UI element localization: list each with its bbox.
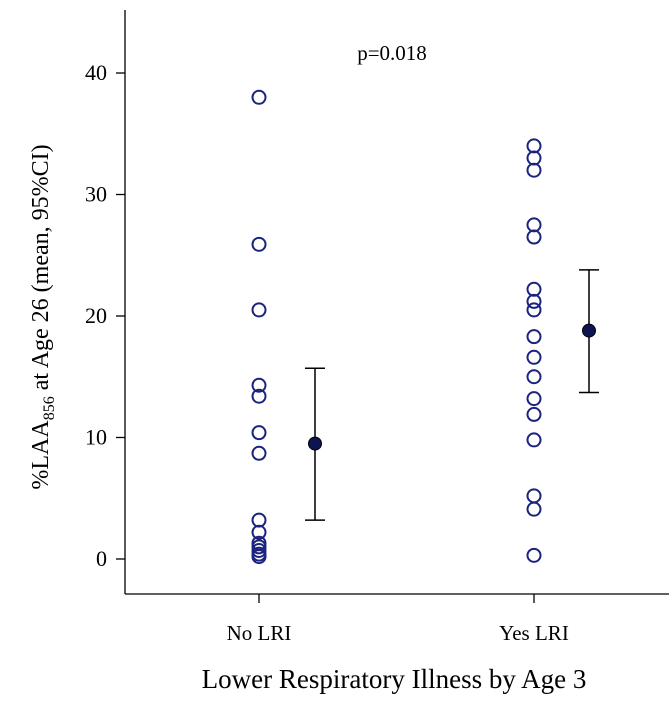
data-point [526,229,542,245]
data-point [251,377,267,393]
data-points [251,89,542,565]
data-point [526,302,542,318]
data-point [526,391,542,407]
data-point [251,524,267,540]
data-point [526,293,542,309]
data-point [526,349,542,365]
y-axis-title: %LAA856 at Age 26 (mean, 95%CI) [28,144,58,489]
data-point [526,217,542,233]
y-axis-title-subscript: 856 [41,396,58,420]
data-point [526,369,542,385]
y-axis-title-suffix: at Age 26 (mean, 95%CI) [28,144,54,396]
mean-marker [582,323,596,338]
x-axis-title: Lower Respiratory Illness by Age 3 [202,664,587,694]
y-tick-label: 10 [85,425,107,450]
data-point [526,329,542,345]
data-point [526,281,542,297]
p-value-annotation: p=0.018 [357,41,427,65]
data-point [526,406,542,422]
data-point [251,445,267,461]
data-point [251,388,267,404]
data-point [251,89,267,105]
data-point [526,138,542,154]
data-point [251,512,267,528]
data-point [526,547,542,563]
data-point [526,501,542,517]
y-tick-label: 30 [85,182,107,207]
mean-markers [305,269,599,521]
data-point [251,302,267,318]
data-point [526,150,542,166]
data-point [526,162,542,178]
y-tick-label: 0 [96,546,107,571]
mean-marker [308,436,322,451]
y-tick-label: 20 [85,303,107,328]
axes [124,10,669,595]
x-tick-label: Yes LRI [499,621,569,645]
x-ticks: No LRI Yes LRI [227,594,569,645]
data-point [526,488,542,504]
data-point [526,432,542,448]
data-point [251,236,267,252]
y-axis-title-prefix: %LAA [28,420,54,490]
data-point [251,425,267,441]
x-tick-label: No LRI [227,621,292,645]
y-ticks: 0 10 20 30 40 [85,60,125,571]
data-point [251,549,267,565]
y-tick-label: 40 [85,60,107,85]
